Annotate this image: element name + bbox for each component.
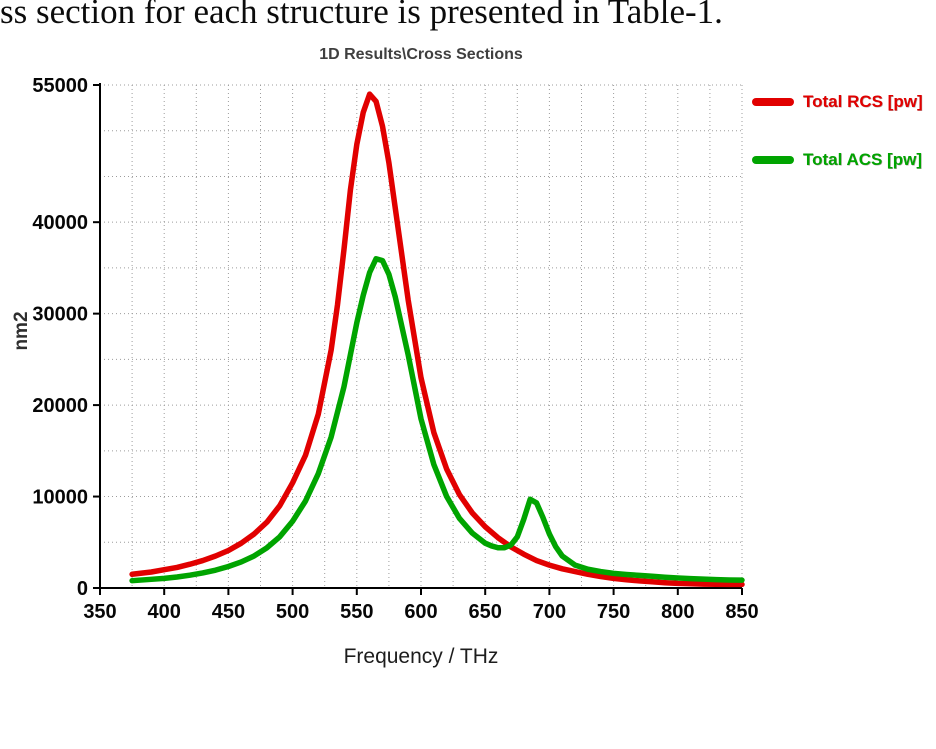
- svg-text:450: 450: [212, 601, 245, 623]
- svg-text:30000: 30000: [32, 304, 88, 326]
- svg-text:0: 0: [77, 578, 88, 600]
- svg-text:700: 700: [533, 601, 566, 623]
- acs-legend-label: Total ACS [pw]: [803, 150, 922, 169]
- svg-text:600: 600: [404, 601, 437, 623]
- svg-text:55000: 55000: [32, 75, 88, 97]
- svg-text:750: 750: [597, 601, 630, 623]
- svg-text:500: 500: [276, 601, 309, 623]
- svg-text:850: 850: [725, 601, 758, 623]
- legend-item-total-acs: Total ACS [pw]: [752, 150, 923, 170]
- rcs-line-swatch: [752, 98, 794, 106]
- legend: Total RCS [pw] Total ACS [pw]: [752, 92, 923, 170]
- svg-text:40000: 40000: [32, 212, 88, 234]
- svg-text:650: 650: [469, 601, 502, 623]
- svg-text:550: 550: [340, 601, 373, 623]
- x-axis-label: Frequency / THz: [343, 645, 499, 668]
- svg-text:20000: 20000: [32, 395, 88, 417]
- acs-line-swatch: [752, 156, 794, 164]
- svg-text:10000: 10000: [32, 487, 88, 509]
- rcs-legend-label: Total RCS [pw]: [803, 92, 923, 111]
- svg-text:400: 400: [148, 601, 181, 623]
- document-text: ss section for each structure is present…: [0, 0, 723, 31]
- svg-text:800: 800: [661, 601, 694, 623]
- svg-text:350: 350: [83, 601, 116, 623]
- chart-title: 1D Results\Cross Sections: [319, 46, 523, 63]
- legend-item-total-rcs: Total RCS [pw]: [752, 92, 923, 112]
- y-axis-label: nm2: [11, 311, 32, 351]
